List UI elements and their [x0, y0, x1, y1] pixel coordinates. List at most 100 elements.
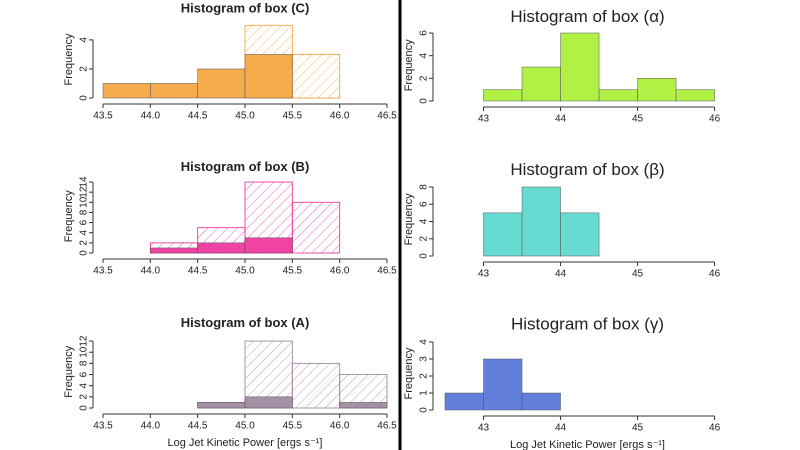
- y-tick-label: 4: [419, 52, 430, 58]
- x-tick-label: 46.0: [330, 421, 350, 432]
- y-tick-label: 2: [419, 75, 430, 81]
- y-tick-label: 8: [79, 209, 90, 215]
- x-tick-label: 43: [478, 423, 490, 434]
- x-tick-label: 43.5: [93, 111, 113, 122]
- y-tick-label: 6: [419, 201, 430, 207]
- histogram-bar: [483, 89, 523, 102]
- x-tick-label: 44.5: [188, 266, 208, 277]
- histogram-bar: [521, 392, 561, 411]
- x-tick-label: 45.5: [283, 111, 303, 122]
- y-tick-label: 6: [419, 30, 430, 36]
- histogram-bar: [197, 68, 246, 99]
- x-tick-label: 45.0: [235, 266, 255, 277]
- y-tick-label: 2: [419, 373, 430, 379]
- x-tick-label: 45: [632, 269, 644, 280]
- x-tick-label: 44: [555, 114, 567, 125]
- x-tick-label: 44.5: [188, 421, 208, 432]
- y-tick-label: 12: [79, 335, 90, 347]
- x-tick-label: 45.0: [235, 111, 255, 122]
- x-tick-label: 46.5: [377, 266, 397, 277]
- y-tick-label: 0: [79, 95, 90, 101]
- y-tick-label: 0: [79, 405, 90, 411]
- y-tick-label: 4: [419, 218, 430, 224]
- x-tick-label: 45.5: [283, 266, 303, 277]
- y-tick-label: 6: [79, 219, 90, 225]
- y-axis-label: Frequency: [403, 193, 415, 245]
- x-tick-label: 43.5: [93, 421, 113, 432]
- y-tick-label: 2: [79, 240, 90, 246]
- x-tick-label: 44.0: [141, 421, 161, 432]
- y-tick-label: 3: [419, 356, 430, 362]
- x-tick-label: 46: [709, 423, 721, 434]
- x-axis-label: Log Jet Kinetic Power [ergs s⁻¹]: [168, 437, 323, 449]
- histogram-bar: [444, 392, 484, 411]
- histogram-bar: [244, 396, 293, 409]
- y-tick-label: 4: [79, 230, 90, 236]
- x-tick-label: 43.5: [93, 266, 113, 277]
- y-tick-label: 14: [79, 176, 90, 188]
- histogram-bar: [521, 186, 561, 257]
- histogram-bar: [291, 53, 341, 99]
- y-axis-label: Frequency: [63, 190, 75, 242]
- histogram-bar: [637, 78, 677, 102]
- x-tick-label: 44: [555, 269, 567, 280]
- x-axis-label: Log Jet Kinetic Power [ergs s⁻¹]: [510, 439, 665, 450]
- histogram-bar: [560, 32, 600, 102]
- y-tick-label: 8: [79, 360, 90, 366]
- histogram-bar: [483, 212, 523, 257]
- y-tick-label: 2: [79, 66, 90, 72]
- histogram-bar: [675, 89, 715, 102]
- x-tick-label: 44.0: [141, 111, 161, 122]
- histogram-bar: [102, 83, 151, 99]
- y-tick-label: 6: [79, 371, 90, 377]
- histogram-bar: [291, 362, 341, 409]
- x-tick-label: 45: [632, 423, 644, 434]
- x-tick-label: 46.0: [330, 111, 350, 122]
- x-tick-label: 45.5: [283, 421, 303, 432]
- y-tick-label: 12: [79, 186, 90, 198]
- y-tick-label: 4: [79, 37, 90, 43]
- y-tick-label: 0: [419, 407, 430, 413]
- y-tick-label: 2: [79, 394, 90, 400]
- y-tick-label: 10: [79, 346, 90, 358]
- x-tick-label: 43: [478, 269, 490, 280]
- panel-title: Histogram of box (A): [181, 315, 310, 330]
- y-tick-label: 0: [419, 253, 430, 259]
- x-tick-label: 45: [632, 114, 644, 125]
- y-tick-label: 4: [79, 382, 90, 388]
- panel-title: Histogram of box (C): [181, 0, 310, 15]
- y-axis-label: Frequency: [403, 39, 415, 91]
- y-tick-label: 10: [79, 196, 90, 208]
- y-tick-label: 0: [419, 98, 430, 104]
- x-tick-label: 43: [478, 114, 490, 125]
- histogram-bar: [197, 242, 246, 254]
- histogram-bar: [244, 237, 293, 254]
- histogram-bar: [339, 402, 388, 409]
- y-tick-label: 0: [79, 250, 90, 256]
- panel-title: Histogram of box (α): [510, 7, 664, 26]
- x-tick-label: 46: [709, 269, 721, 280]
- histogram-bar: [197, 402, 246, 409]
- y-axis-label: Frequency: [403, 347, 415, 399]
- y-tick-label: 2: [419, 236, 430, 242]
- histogram-bar: [598, 89, 638, 102]
- x-tick-label: 44.5: [188, 111, 208, 122]
- y-axis-label: Frequency: [63, 33, 75, 85]
- y-tick-label: 1: [419, 390, 430, 396]
- histogram-bar: [291, 201, 341, 254]
- histogram-bar: [560, 212, 600, 257]
- x-tick-label: 44.0: [141, 266, 161, 277]
- x-tick-label: 45.0: [235, 421, 255, 432]
- histogram-bar: [244, 54, 293, 99]
- x-tick-label: 46.5: [377, 421, 397, 432]
- y-axis-label: Frequency: [63, 345, 75, 397]
- panel-title: Histogram of box (B): [181, 159, 310, 174]
- x-tick-label: 44: [555, 423, 567, 434]
- histogram-bar: [150, 83, 198, 99]
- panel-title: Histogram of box (β): [510, 160, 664, 179]
- x-tick-label: 46.0: [330, 266, 350, 277]
- x-tick-label: 46.5: [377, 111, 397, 122]
- y-tick-label: 8: [419, 184, 430, 190]
- histogram-bar: [483, 358, 523, 411]
